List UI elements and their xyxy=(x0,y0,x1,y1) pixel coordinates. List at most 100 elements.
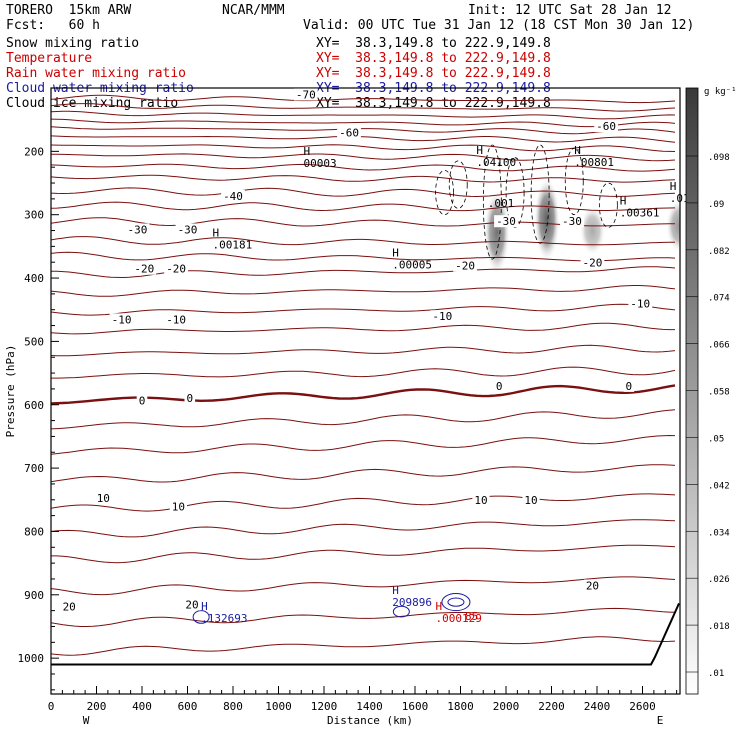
x-tick-label: 1800 xyxy=(447,700,474,713)
x-tick-label: 1400 xyxy=(356,700,383,713)
isotherm-label-bg xyxy=(94,492,112,505)
y-tick-label: 200 xyxy=(24,145,44,158)
isotherm-label: 20 xyxy=(586,579,599,592)
y-tick-label: 1000 xyxy=(18,652,45,665)
center-label: NCAR/MMM xyxy=(222,3,285,18)
model-title: TORERO 15km ARW xyxy=(6,3,132,18)
isotherm xyxy=(51,118,676,128)
isotherm-label: -20 xyxy=(166,263,186,276)
isotherm-label: -30 xyxy=(178,223,198,236)
max-value-label: .04100 xyxy=(476,156,516,169)
isotherm-label-bg xyxy=(453,259,477,272)
max-marker: H xyxy=(476,144,483,157)
isotherm-label-bg xyxy=(583,579,602,592)
isotherm-label: 0 xyxy=(626,380,633,393)
isotherm xyxy=(51,493,676,512)
isotherm xyxy=(51,163,676,172)
terrain-line xyxy=(51,602,680,666)
colorbar-label: .026 xyxy=(708,575,730,585)
max-marker: H xyxy=(392,584,399,597)
isotherm xyxy=(51,201,676,212)
x-tick-label: 2600 xyxy=(629,700,656,713)
isotherm-zero xyxy=(51,384,676,405)
isotherm xyxy=(51,135,676,143)
field-name-rain: Rain water mixing ratio xyxy=(6,66,187,81)
isotherm-label: -10 xyxy=(166,313,186,326)
isotherm-label: -10 xyxy=(112,313,132,326)
isotherm xyxy=(51,344,676,357)
max-marker: H xyxy=(201,600,208,613)
snow-shading-core xyxy=(665,198,680,253)
isotherm xyxy=(51,103,676,112)
max-value-label: 00003 xyxy=(304,157,337,170)
colorbar-unit: g kg⁻¹ xyxy=(704,87,737,97)
colorbar-label: .066 xyxy=(708,341,730,351)
colorbar xyxy=(685,87,699,695)
x-tick-label: 2400 xyxy=(584,700,611,713)
cloud-ice-contour xyxy=(482,144,502,260)
plot-frame xyxy=(50,87,681,695)
isotherm-label-bg xyxy=(580,256,605,269)
isotherm-label-bg xyxy=(169,500,187,513)
isotherm-label: -10 xyxy=(432,310,452,323)
max-marker: H xyxy=(620,195,627,208)
isotherm-label-bg xyxy=(136,394,148,407)
colorbar-label: .01 xyxy=(708,669,724,679)
cloud-water-contour xyxy=(447,597,465,607)
isotherm xyxy=(51,144,676,152)
isotherm xyxy=(51,464,676,483)
isotherm xyxy=(51,607,676,627)
isotherm-label-bg xyxy=(522,493,540,506)
max-value-label: 85 xyxy=(465,610,478,623)
field-xy-temperature: XY= 38.3,149.8 to 222.9,149.8 xyxy=(316,51,551,66)
isotherm-label: -30 xyxy=(128,223,148,236)
x-tick-label: 400 xyxy=(132,700,152,713)
isotherm xyxy=(51,285,676,297)
isotherm-label-bg xyxy=(221,189,245,202)
max-marker: H xyxy=(392,247,399,260)
isotherm-label: -40 xyxy=(223,190,243,203)
max-value-label: .000129 xyxy=(435,612,481,625)
max-marker: H xyxy=(574,144,581,157)
cloud-ice-contour xyxy=(564,147,584,216)
colorbar-label: .098 xyxy=(708,153,730,163)
cloud-water-contour xyxy=(392,605,410,618)
field-name-snow: Snow mixing ratio xyxy=(6,36,140,51)
isotherm-label: -60 xyxy=(596,120,616,133)
max-value-label: .00181 xyxy=(213,238,253,251)
cloud-ice-contour xyxy=(435,169,454,216)
field-xy-snow: XY= 38.3,149.8 to 222.9,149.8 xyxy=(316,36,551,51)
snow-shading-core xyxy=(579,205,606,256)
x-axis-title: Distance (km) xyxy=(327,714,413,727)
isotherm-label: -20 xyxy=(583,256,603,269)
isotherm-label-bg xyxy=(623,379,635,392)
max-value-label: .00801 xyxy=(574,156,614,169)
colorbar-label: .058 xyxy=(708,388,730,398)
y-tick-label: 700 xyxy=(24,462,44,475)
x-end-label-east: E xyxy=(657,714,664,727)
isotherm-label-bg xyxy=(184,391,196,404)
x-tick-label: 200 xyxy=(87,700,107,713)
isotherm-label-bg xyxy=(175,223,200,236)
isotherm xyxy=(51,187,676,198)
max-value-label: .00361 xyxy=(620,207,660,220)
isotherm xyxy=(51,153,676,162)
x-tick-label: 600 xyxy=(178,700,198,713)
isotherm-label: 20 xyxy=(185,598,198,611)
isotherm-label: 10 xyxy=(97,492,110,505)
isotherm-label: 10 xyxy=(524,494,537,507)
isotherm-label-bg xyxy=(472,493,490,506)
init-time: Init: 12 UTC Sat 28 Jan 12 xyxy=(468,3,672,18)
x-end-label-west: W xyxy=(83,714,90,727)
cloud-water-contour xyxy=(441,593,471,612)
isotherm xyxy=(51,251,676,262)
x-tick-label: 1000 xyxy=(265,700,292,713)
isotherm xyxy=(51,110,676,120)
max-value-label: .01 xyxy=(670,192,690,205)
max-value-label: .00005 xyxy=(392,259,432,272)
colorbar-label: .042 xyxy=(708,481,730,491)
isotherm xyxy=(51,366,676,379)
isotherm xyxy=(51,94,676,104)
colorbar-label: .09 xyxy=(708,200,724,210)
isotherm xyxy=(51,576,676,596)
